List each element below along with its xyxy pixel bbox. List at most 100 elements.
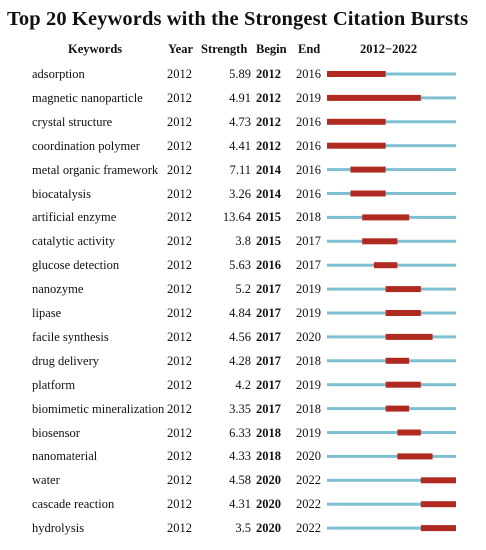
strength-cell: 3.26 (229, 186, 251, 201)
header-begin: Begin (256, 42, 287, 56)
burst-bar (385, 405, 410, 412)
table-row: crystal structure 2012 4.73 2012 2016 (0, 111, 486, 133)
strength-cell: 4.31 (229, 497, 251, 512)
end-cell: 2022 (296, 521, 321, 536)
year-cell: 2012 (167, 329, 192, 344)
table-row: drug delivery 2012 4.28 2017 2018 (0, 350, 486, 372)
table-row: artificial enzyme 2012 13.64 2015 2018 (0, 206, 486, 228)
begin-cell: 2015 (256, 210, 281, 225)
year-cell: 2012 (167, 425, 192, 440)
keyword-cell: hydrolysis (32, 521, 85, 536)
header-strength: Strength (201, 42, 248, 56)
year-cell: 2012 (167, 138, 192, 153)
table-row: water 2012 4.58 2020 2022 (0, 469, 486, 491)
end-cell: 2017 (296, 234, 321, 249)
begin-cell: 2012 (256, 67, 281, 81)
keyword-cell: coordination polymer (32, 138, 140, 153)
table-row: biocatalysis 2012 3.26 2014 2016 (0, 183, 486, 205)
timeline-line (327, 168, 456, 172)
timeline-line (327, 144, 456, 148)
end-cell: 2019 (296, 425, 321, 440)
burst-bar (362, 238, 398, 245)
strength-cell: 4.41 (229, 138, 251, 153)
timeline-line (327, 454, 456, 458)
burst-bar (420, 525, 456, 532)
keyword-cell: crystal structure (32, 114, 113, 129)
header-end: End (298, 42, 321, 56)
keyword-cell: adsorption (32, 67, 85, 81)
end-cell: 2016 (296, 114, 321, 129)
timeline-line (327, 192, 456, 195)
burst-bar (397, 453, 433, 460)
strength-cell: 5.89 (229, 67, 251, 81)
keyword-cell: cascade reaction (32, 497, 115, 512)
timeline-line (327, 120, 456, 124)
strength-cell: 3.8 (235, 234, 251, 249)
year-cell: 2012 (167, 234, 192, 249)
end-cell: 2019 (296, 306, 321, 320)
begin-cell: 2017 (256, 329, 281, 344)
begin-cell: 2020 (256, 497, 281, 512)
strength-cell: 4.28 (229, 353, 251, 368)
burst-bar (373, 262, 398, 269)
begin-cell: 2017 (256, 401, 281, 416)
table-row: catalytic activity 2012 3.8 2015 2017 (0, 230, 486, 252)
begin-cell: 2020 (256, 521, 281, 536)
keyword-cell: biocatalysis (32, 186, 92, 201)
header-year: Year (168, 42, 193, 56)
table-row: coordination polymer 2012 4.41 2012 2016 (0, 135, 486, 157)
begin-cell: 2018 (256, 425, 281, 440)
header-year-range: 2012−2022 (360, 42, 418, 56)
year-cell: 2012 (167, 90, 192, 105)
year-cell: 2012 (167, 401, 192, 416)
burst-bar (385, 310, 421, 316)
burst-bar (327, 71, 386, 77)
year-cell: 2012 (167, 258, 192, 273)
begin-cell: 2017 (256, 282, 281, 297)
table-row: platform 2012 4.2 2017 2019 (0, 374, 486, 396)
timeline-line (327, 526, 456, 530)
year-cell: 2012 (167, 353, 192, 368)
begin-cell: 2017 (256, 353, 281, 368)
table-row: cascade reaction 2012 4.31 2020 2022 (0, 493, 486, 515)
begin-cell: 2015 (256, 234, 281, 249)
burst-bar (420, 501, 456, 508)
begin-cell: 2020 (256, 473, 281, 488)
end-cell: 2020 (296, 449, 321, 464)
year-cell: 2012 (167, 210, 192, 225)
table-row: biomimetic mineralization 2012 3.35 2017 201… (0, 398, 486, 420)
year-cell: 2012 (167, 114, 192, 129)
end-cell: 2020 (296, 329, 321, 344)
end-cell: 2016 (296, 67, 321, 81)
end-cell: 2016 (296, 162, 321, 177)
strength-cell: 4.91 (229, 90, 251, 105)
end-cell: 2019 (296, 282, 321, 297)
keyword-cell: glucose detection (32, 258, 120, 273)
begin-cell: 2014 (256, 186, 281, 201)
keyword-cell: facile synthesis (32, 329, 109, 344)
burst-bar (327, 118, 386, 125)
strength-cell: 7.11 (229, 162, 251, 177)
keyword-cell: drug delivery (32, 353, 99, 368)
end-cell: 2016 (296, 138, 321, 153)
strength-cell: 4.33 (229, 449, 251, 464)
burst-bar (385, 357, 410, 364)
keyword-cell: biosensor (32, 425, 80, 440)
burst-bar (327, 94, 421, 101)
keyword-cell: lipase (32, 306, 62, 320)
header-keywords: Keywords (68, 42, 123, 56)
table-row: facile synthesis 2012 4.56 2017 2020 (0, 326, 486, 348)
burst-bar (397, 429, 421, 436)
table-row: biosensor 2012 6.33 2018 2019 (0, 422, 486, 444)
end-cell: 2018 (296, 210, 321, 225)
timeline-line (327, 478, 456, 482)
year-cell: 2012 (167, 67, 192, 81)
burst-bar (350, 190, 386, 197)
table-row: adsorption 2012 5.89 2012 2016 (0, 63, 486, 85)
begin-cell: 2016 (256, 258, 281, 273)
burst-bar (385, 381, 421, 388)
keyword-cell: artificial enzyme (32, 210, 117, 225)
end-cell: 2017 (296, 258, 321, 273)
strength-cell: 3.35 (229, 401, 251, 416)
